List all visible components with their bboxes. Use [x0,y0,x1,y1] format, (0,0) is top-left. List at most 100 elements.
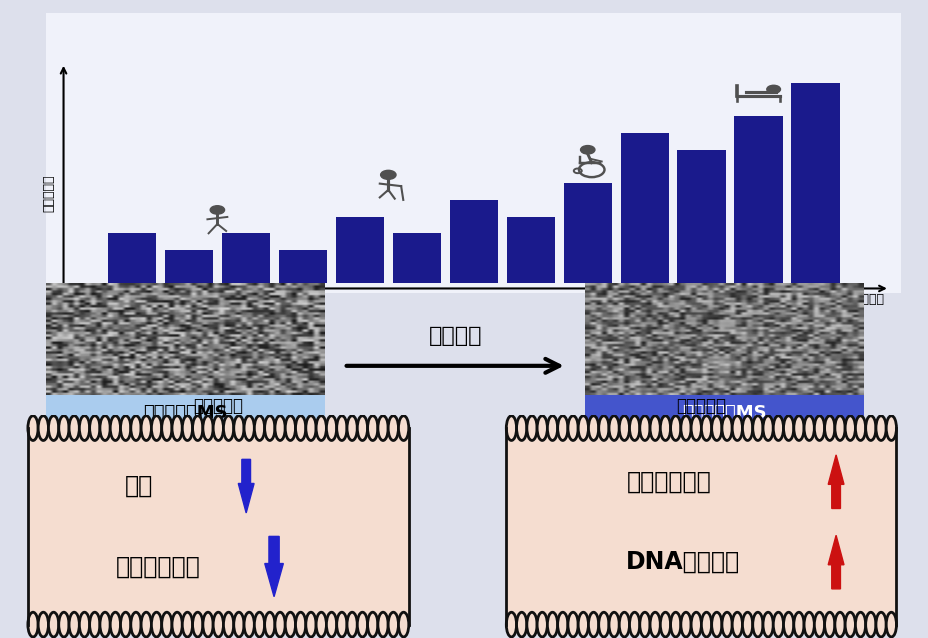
Circle shape [598,416,609,440]
Circle shape [721,416,731,440]
Circle shape [762,612,772,637]
FancyBboxPatch shape [28,612,408,625]
Circle shape [192,612,202,637]
Circle shape [305,612,316,637]
Circle shape [100,416,110,440]
Circle shape [378,416,388,440]
Circle shape [526,416,536,440]
Circle shape [752,612,762,637]
Circle shape [731,612,741,637]
Circle shape [182,416,192,440]
Circle shape [213,416,224,440]
Circle shape [619,612,629,637]
Circle shape [202,416,213,440]
Bar [393,234,441,283]
Circle shape [378,612,388,637]
Circle shape [285,416,295,440]
Circle shape [875,612,885,637]
Circle shape [598,612,609,637]
Circle shape [619,416,629,440]
Circle shape [670,612,680,637]
Circle shape [58,612,69,637]
Polygon shape [264,537,283,597]
Circle shape [388,612,398,637]
Circle shape [244,416,254,440]
Circle shape [336,416,347,440]
Circle shape [567,416,577,440]
Circle shape [660,612,670,637]
Text: DNA修復機構: DNA修復機構 [625,550,739,574]
FancyBboxPatch shape [28,428,408,440]
Circle shape [131,416,141,440]
Circle shape [547,416,557,440]
Circle shape [69,416,79,440]
Circle shape [210,205,225,214]
Circle shape [121,416,131,440]
Circle shape [316,612,326,637]
Circle shape [752,416,762,440]
Circle shape [110,416,121,440]
Bar [108,234,156,283]
Circle shape [326,416,336,440]
Bar [222,234,270,283]
Circle shape [885,612,896,637]
Bar [506,217,554,283]
Bar [164,250,213,283]
Circle shape [316,416,326,440]
Bar [335,217,383,283]
Circle shape [79,612,89,637]
Text: 酪酸: 酪酸 [125,474,153,498]
Circle shape [202,612,213,637]
Circle shape [48,416,58,440]
Circle shape [161,612,172,637]
Circle shape [28,612,38,637]
Circle shape [660,416,670,440]
Circle shape [701,416,711,440]
Circle shape [347,416,357,440]
Circle shape [141,612,151,637]
Circle shape [547,612,557,637]
Circle shape [609,612,619,637]
Circle shape [48,612,58,637]
Circle shape [814,612,824,637]
Circle shape [639,416,650,440]
Circle shape [855,416,865,440]
Circle shape [264,612,275,637]
Circle shape [357,416,367,440]
Circle shape [690,612,701,637]
Circle shape [275,416,285,440]
Circle shape [577,612,587,637]
Text: 再発寛解型MS: 再発寛解型MS [143,404,228,422]
Circle shape [506,416,516,440]
FancyBboxPatch shape [46,395,325,427]
Circle shape [577,416,587,440]
Circle shape [131,612,141,637]
Circle shape [782,416,793,440]
Circle shape [151,612,161,637]
Circle shape [650,416,660,440]
Text: 神経障害度: 神経障害度 [43,174,56,212]
Circle shape [690,416,701,440]
Circle shape [721,612,731,637]
Circle shape [254,416,264,440]
Circle shape [213,612,224,637]
FancyBboxPatch shape [506,428,896,440]
Circle shape [793,416,804,440]
Bar [791,83,839,283]
Circle shape [516,416,526,440]
Bar [278,250,327,283]
Circle shape [526,612,536,637]
Circle shape [536,416,547,440]
Circle shape [731,416,741,440]
FancyBboxPatch shape [506,612,896,625]
Circle shape [834,612,844,637]
Circle shape [580,145,594,154]
Circle shape [398,612,408,637]
FancyBboxPatch shape [28,428,408,625]
Circle shape [567,612,577,637]
Polygon shape [828,535,844,589]
Circle shape [172,416,182,440]
Text: 病態進展: 病態進展 [428,327,482,346]
Circle shape [701,612,711,637]
Circle shape [89,416,100,440]
